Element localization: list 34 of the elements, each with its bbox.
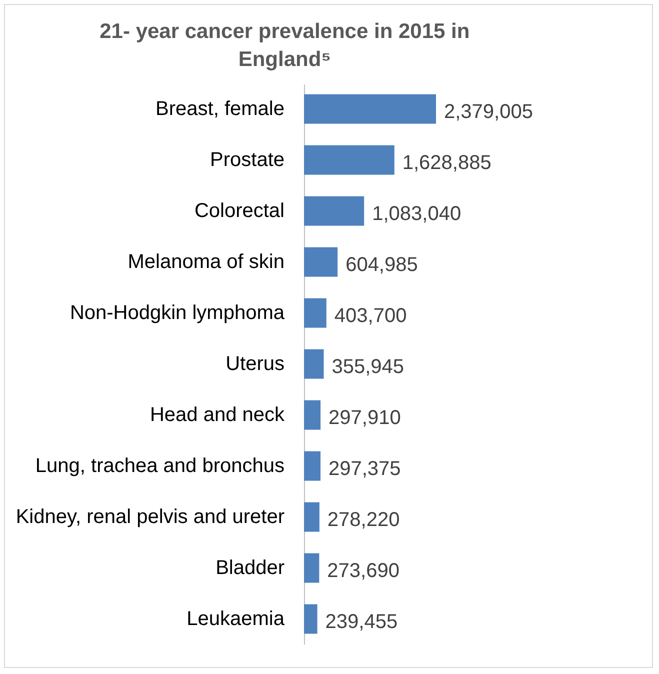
y-tick-label: Head and neck [150,404,286,426]
bar [304,502,320,532]
y-tick-label: Breast, female [156,98,284,120]
data-label: 278,220 [327,509,400,532]
data-label: 239,455 [325,611,398,634]
data-label: 2,379,005 [444,100,533,123]
y-tick-label: Kidney, renal pelvis and ureter [16,506,285,528]
bar [304,298,326,328]
bar [304,400,321,430]
bar [304,553,320,583]
data-label: 355,945 [332,356,404,378]
y-tick-label: Leukaemia [186,608,286,630]
bar [304,604,318,634]
y-tick-label: Melanoma of skin [128,250,284,273]
data-label: 273,690 [327,560,400,582]
y-tick-label: Bladder [216,557,285,580]
data-label: 403,700 [334,305,407,327]
y-tick-label: Colorectal [194,200,284,222]
bar [304,145,394,175]
y-tick-label: Non-Hodgkin lymphoma [70,302,286,324]
y-tick-label: Prostate [210,148,284,171]
data-label: 1,083,040 [372,202,462,225]
bar [304,94,436,124]
bar [304,247,338,277]
data-label: 297,375 [328,458,401,480]
data-label: 297,910 [328,407,401,429]
data-label: 604,985 [346,254,418,276]
bar [304,196,364,226]
bar [304,349,324,379]
y-tick-label: Lung, trachea and bronchus [35,455,284,478]
data-label: 1,628,885 [402,152,492,174]
chart-title: 21- year cancer prevalence in 2015 in England⁵ [100,20,470,71]
y-tick-label: Uterus [226,353,284,375]
bar [304,451,320,481]
